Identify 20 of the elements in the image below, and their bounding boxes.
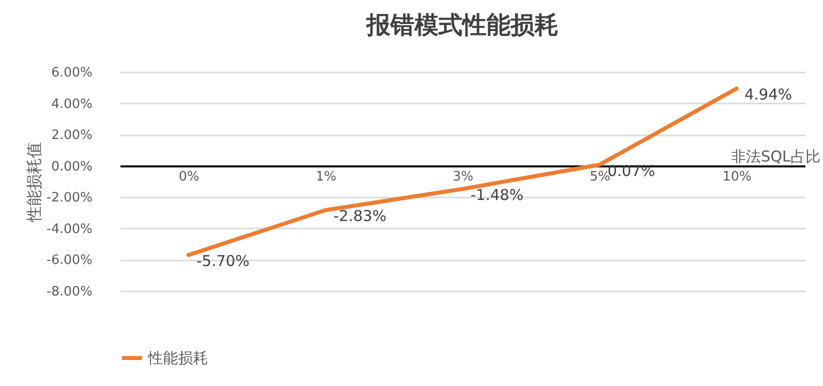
x-tick-label: 3% [452,169,474,184]
y-tick-label: 0.00% [51,159,92,174]
x-tick-label: 1% [316,169,336,184]
y-tick-label: 4.00% [51,96,92,112]
data-label: -1.48% [470,186,524,204]
y-tick-label: 6.00% [51,66,92,80]
y-tick-label: -8.00% [46,284,92,300]
data-label: -5.70% [196,252,250,270]
y-tick-label: -6.00% [46,253,92,268]
data-label: 4.94% [744,86,792,104]
legend-label: 性能损耗 [147,349,208,367]
y-tick-label: -4.00% [46,222,92,237]
x-axis-title: 非法SQL占比 [730,147,820,166]
data-label: -2.83% [334,207,387,226]
y-tick-label: 2.00% [51,128,92,144]
chart-title: 报错模式性能损耗 [366,10,558,39]
y-axis-title: 性能损耗值 [24,142,44,223]
x-tick-label: 0% [178,169,200,184]
x-tick-label: 10% [722,169,752,184]
y-tick-label: -2.00% [46,190,92,206]
